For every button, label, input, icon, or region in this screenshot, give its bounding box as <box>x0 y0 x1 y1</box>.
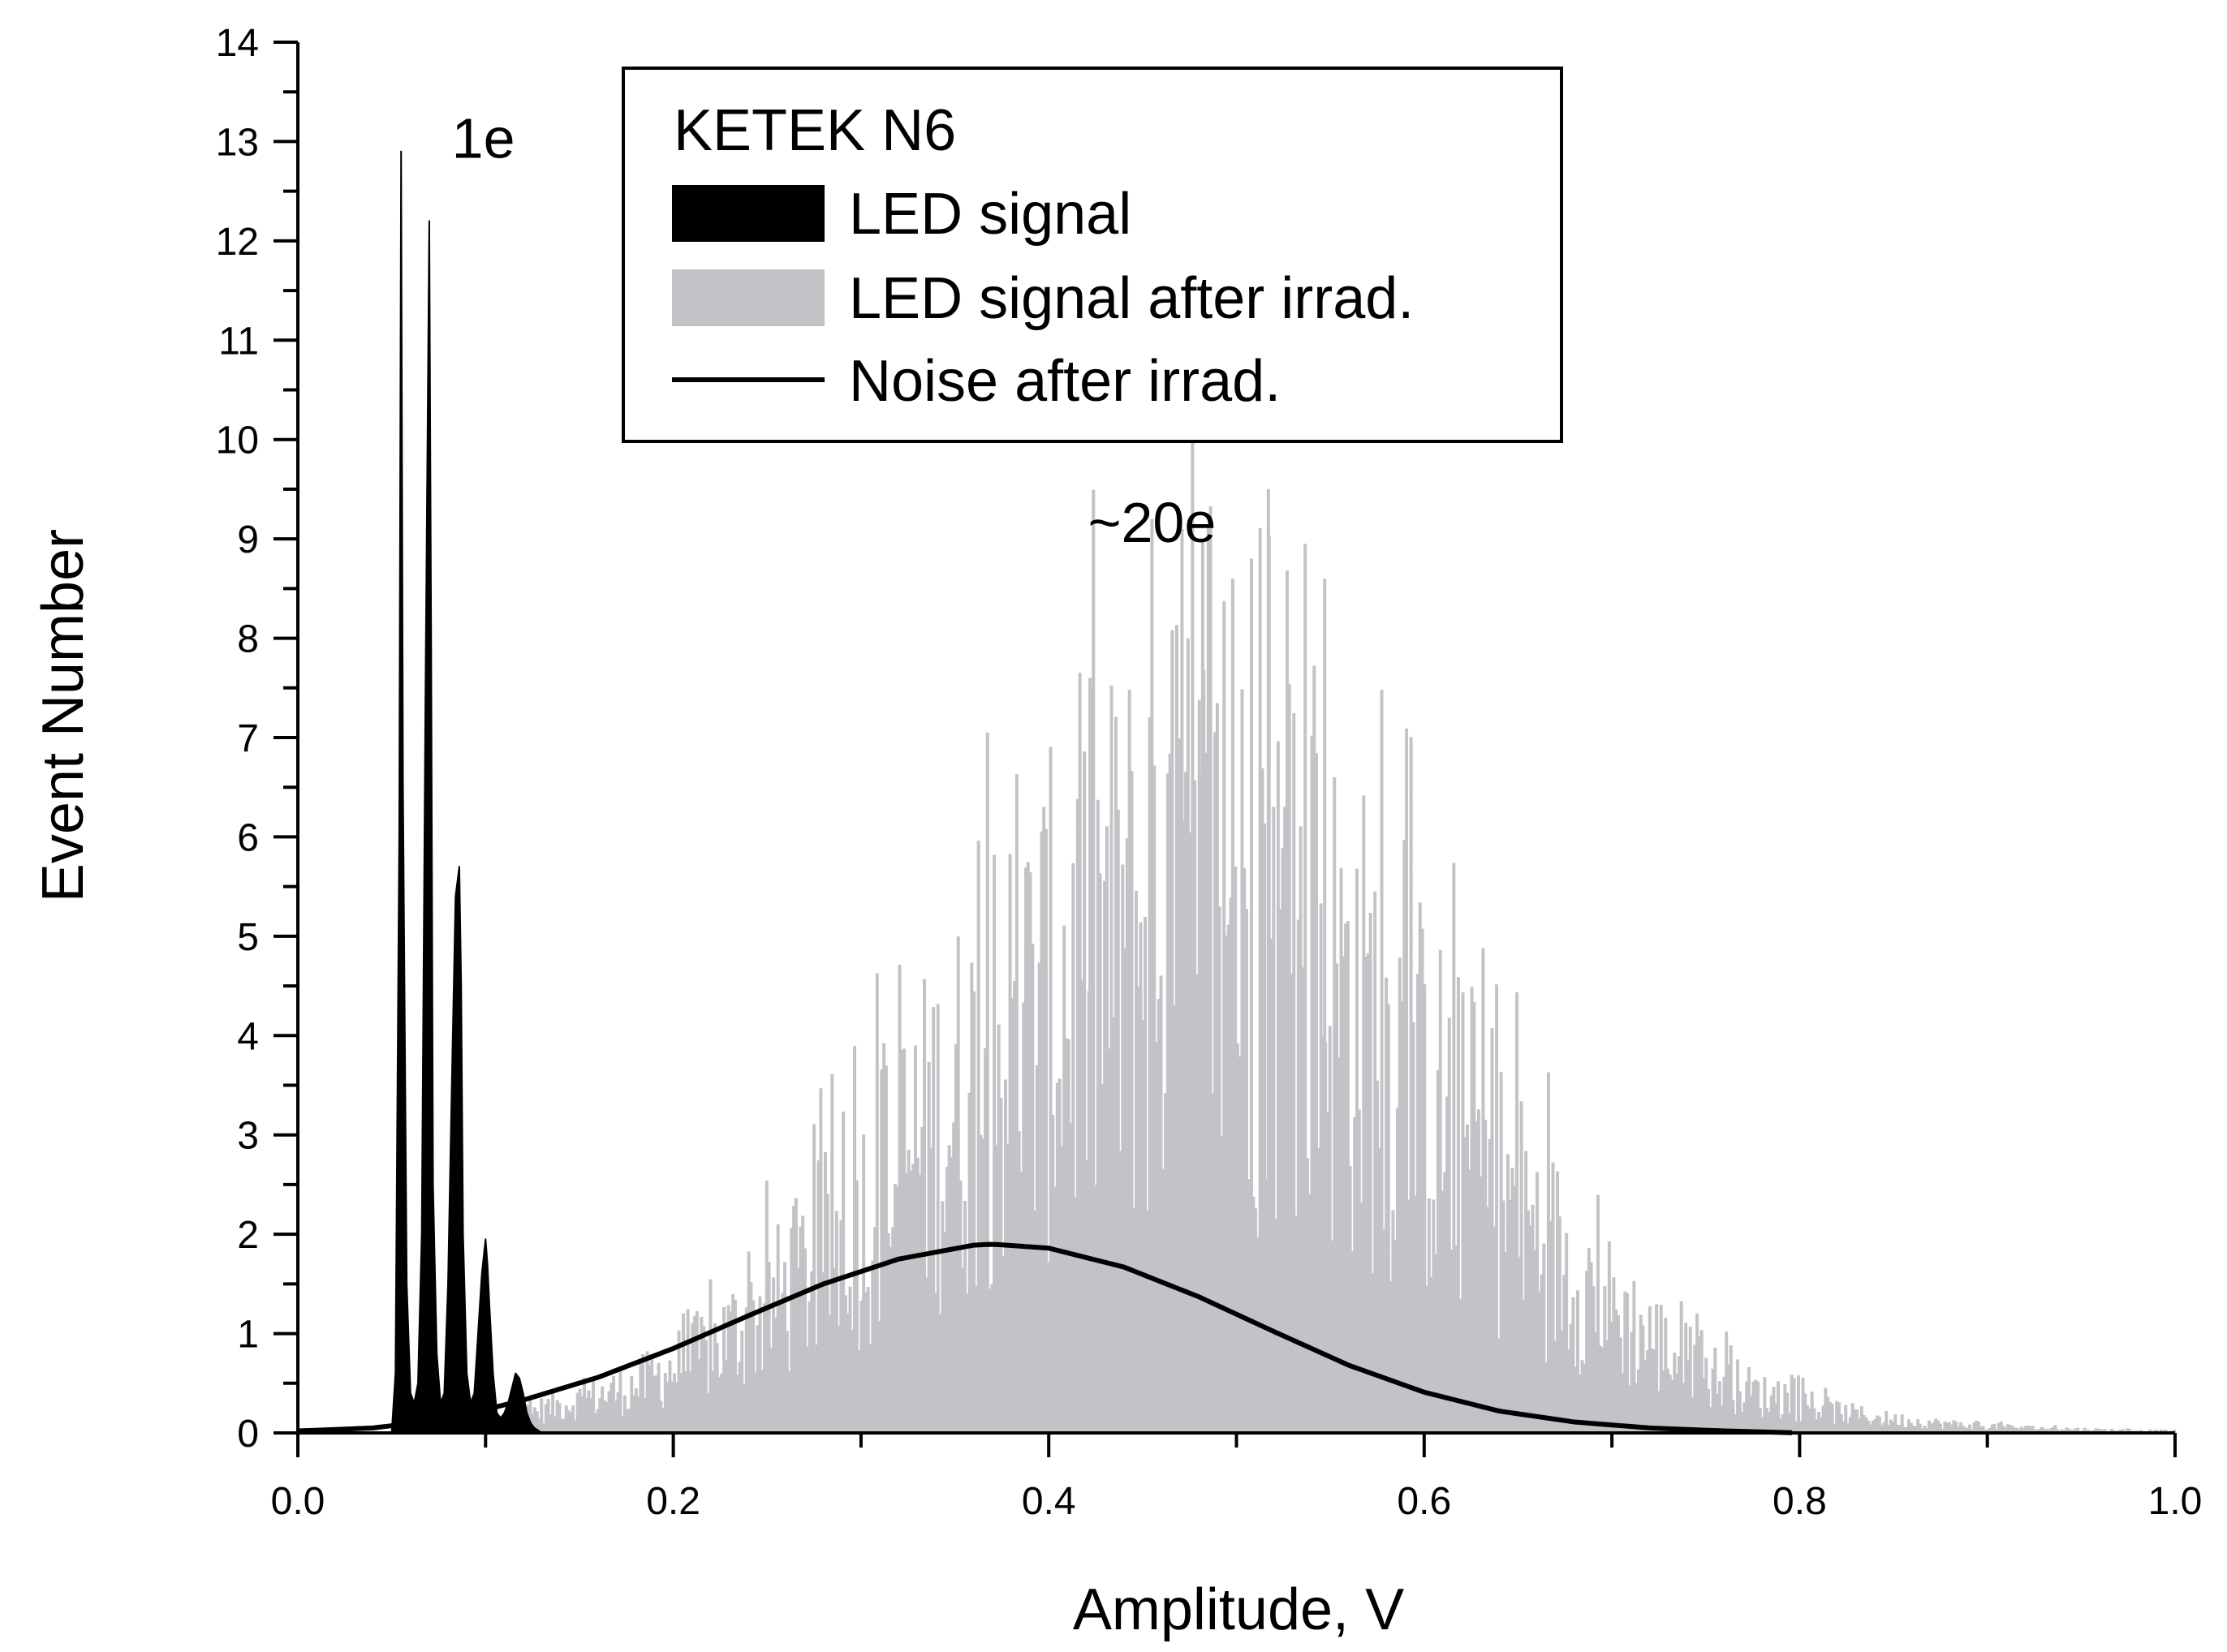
y-tick-label: 11 <box>218 320 259 363</box>
legend-label-led-irrad: LED signal after irrad. <box>849 266 1414 331</box>
y-tick-label: 0 <box>237 1413 259 1456</box>
led-irrad-histogram <box>447 387 2177 1434</box>
legend-label-led-signal: LED signal <box>849 182 1131 247</box>
x-tick-label: 0.8 <box>1773 1480 1827 1523</box>
y-tick-label: 8 <box>237 618 259 661</box>
x-tick-label: 0.4 <box>1022 1480 1076 1523</box>
y-tick-label: 10 <box>216 419 259 462</box>
annotation-1e: 1e <box>452 106 515 170</box>
x-tick-label: 0.0 <box>271 1480 325 1523</box>
y-tick-label: 14 <box>216 22 259 65</box>
y-tick-label: 2 <box>237 1214 259 1257</box>
legend: KETEK N6 LED signal LED signal after irr… <box>622 67 1563 443</box>
led-irrad-area <box>447 387 2177 1434</box>
x-tick-label: 0.2 <box>646 1480 700 1523</box>
y-tick-label: 6 <box>237 816 259 859</box>
y-tick-label: 13 <box>216 121 259 164</box>
y-tick-label: 4 <box>237 1015 259 1058</box>
annotation-20e: ~20e <box>1088 491 1217 554</box>
y-tick-label: 9 <box>237 518 259 561</box>
led-signal-histogram <box>390 150 543 1434</box>
legend-swatch-led-signal <box>672 185 825 242</box>
x-tick-label: 0.6 <box>1397 1480 1451 1523</box>
legend-swatch-led-irrad <box>672 269 825 326</box>
y-axis-title: Event Number <box>31 529 96 902</box>
x-tick-label: 1.0 <box>2148 1480 2203 1523</box>
legend-label-noise: Noise after irrad. <box>849 349 1281 414</box>
legend-title: KETEK N6 <box>674 98 956 163</box>
y-tick-label: 7 <box>237 717 259 760</box>
x-axis-ticks: 0.0 0.2 0.4 0.6 0.8 1.0 <box>271 1433 2203 1523</box>
noise-curve <box>297 1241 1793 1435</box>
led-signal-area <box>390 150 543 1434</box>
y-tick-label: 1 <box>237 1314 259 1357</box>
x-axis-title: Amplitude, V <box>1073 1577 1404 1642</box>
y-tick-label: 5 <box>237 916 259 959</box>
y-tick-label: 12 <box>216 221 259 264</box>
y-tick-label: 3 <box>237 1115 259 1158</box>
noise-curve-line <box>297 1241 1793 1435</box>
